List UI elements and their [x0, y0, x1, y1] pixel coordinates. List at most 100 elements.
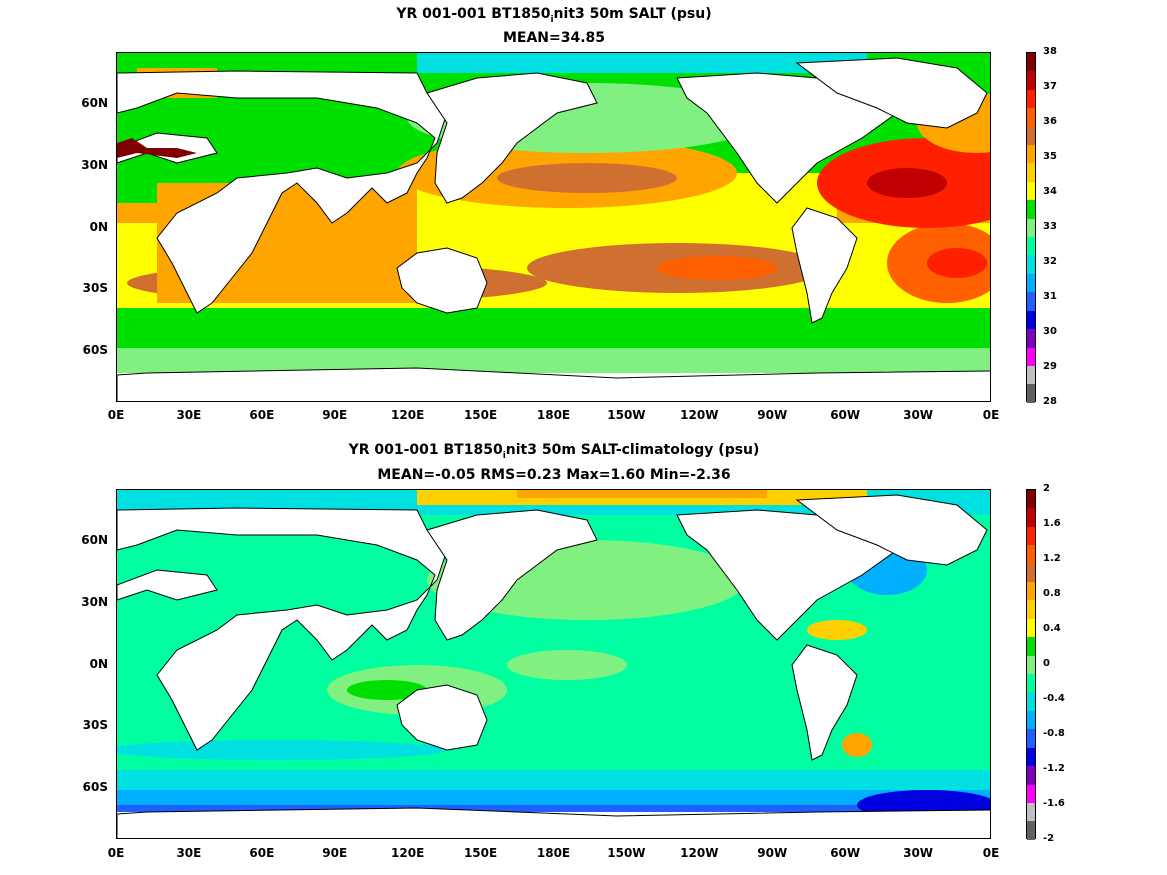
- panel2-colorbar-tick: -1.2: [1043, 763, 1065, 774]
- panel2-colorbar-tick: -1.6: [1043, 798, 1065, 809]
- panel1-colorbar-tick: 36: [1043, 116, 1057, 127]
- colorbar-swatch: [1027, 347, 1035, 366]
- panel2-lon-label: 60W: [830, 846, 861, 860]
- colorbar-swatch: [1027, 692, 1035, 711]
- panel1-lat-label-0n: 0N: [89, 220, 108, 234]
- panel1-colorbar-tick: 28: [1043, 396, 1057, 407]
- colorbar-swatch: [1027, 71, 1035, 90]
- colorbar-swatch: [1027, 802, 1035, 822]
- panel1-colorbar-tick: 31: [1043, 291, 1057, 302]
- panel1-lat-label-30s: 30S: [82, 281, 108, 295]
- colorbar-swatch: [1027, 582, 1035, 601]
- colorbar-swatch: [1027, 255, 1035, 274]
- panel2-colorbar-tick: -0.8: [1043, 728, 1065, 739]
- panel1-lon-label: 120W: [680, 408, 719, 422]
- panel1-lon-label: 90W: [757, 408, 788, 422]
- panel1-lon-label: 30E: [176, 408, 202, 422]
- panel1-lon-label: 60W: [830, 408, 861, 422]
- panel2-lat-label-60s: 60S: [82, 780, 108, 794]
- colorbar-swatch: [1027, 145, 1035, 164]
- panel1-colorbar-tick: 37: [1043, 81, 1057, 92]
- colorbar-swatch: [1027, 729, 1035, 748]
- colorbar-swatch: [1027, 600, 1035, 619]
- colorbar-swatch: [1027, 821, 1035, 840]
- panel2-lon-label: 150W: [607, 846, 646, 860]
- colorbar-swatch: [1027, 89, 1035, 109]
- colorbar-swatch: [1027, 618, 1035, 638]
- colorbar-swatch: [1027, 674, 1035, 693]
- panel2-lon-label: 120E: [391, 846, 425, 860]
- panel2-lon-label: 0E: [107, 846, 125, 860]
- panel1-colorbar-tick: 35: [1043, 151, 1057, 162]
- panel2-lat-label-0n: 0N: [89, 657, 108, 671]
- panel1-lon-label: 180E: [536, 408, 571, 422]
- panel1-lat-label-30n: 30N: [81, 158, 108, 172]
- colorbar-swatch: [1027, 181, 1035, 201]
- panel2-lon-label: 120W: [680, 846, 719, 860]
- panel2-lon-label: 180E: [536, 846, 571, 860]
- colorbar-swatch: [1027, 747, 1035, 767]
- panel2-colorbar-tick: 0.8: [1043, 588, 1061, 599]
- colorbar-swatch: [1027, 545, 1035, 564]
- colorbar-swatch: [1027, 637, 1035, 656]
- panel1-colorbar-tick: 34: [1043, 186, 1057, 197]
- panel2-lat-label-30n: 30N: [81, 595, 108, 609]
- panel1-colorbar-tick: 30: [1043, 326, 1057, 337]
- panel1-colorbar-tick: 32: [1043, 256, 1057, 267]
- panel2-lat-label-30s: 30S: [82, 718, 108, 732]
- panel2-lon-label: 30E: [176, 846, 202, 860]
- panel2-colorbar-tick: 0.4: [1043, 623, 1061, 634]
- panel2-lon-label: 30W: [903, 846, 934, 860]
- panel2-colorbar-tick: 2: [1043, 483, 1050, 494]
- colorbar-swatch: [1027, 384, 1035, 403]
- panel2-lon-label: 0E: [982, 846, 1000, 860]
- panel1-lon-label: 90E: [322, 408, 348, 422]
- colorbar-swatch: [1027, 53, 1035, 72]
- colorbar-swatch: [1027, 784, 1035, 803]
- panel2-colorbar-tick: 1.6: [1043, 518, 1061, 529]
- panel1-colorbar-tick: 38: [1043, 46, 1057, 57]
- panel2-title-line2: MEAN=-0.05 RMS=0.23 Max=1.60 Min=-2.36: [377, 467, 731, 483]
- colorbar-swatch: [1027, 329, 1035, 348]
- panel2-lon-label: 90W: [757, 846, 788, 860]
- panel2-colorbar-tick: 1.2: [1043, 553, 1061, 564]
- panel1-lon-label: 150W: [607, 408, 646, 422]
- colorbar-swatch: [1027, 508, 1035, 527]
- panel1-title-line2: MEAN=34.85: [502, 30, 606, 46]
- colorbar-swatch: [1027, 310, 1035, 330]
- colorbar-swatch: [1027, 108, 1035, 127]
- colorbar-swatch: [1027, 163, 1035, 182]
- panel1-lon-label: 150E: [463, 408, 498, 422]
- panel1-lon-label: 120E: [391, 408, 425, 422]
- colorbar-swatch: [1027, 126, 1035, 146]
- panel2-colorbar-tick: 0: [1043, 658, 1050, 669]
- colorbar-swatch: [1027, 526, 1035, 546]
- panel2-title-line1: YR 001-001 BT1850init3 50m SALT-climatol…: [348, 442, 760, 461]
- colorbar-swatch: [1027, 273, 1035, 293]
- panel2-lat-label-60n: 60N: [81, 533, 108, 547]
- panel1-lon-label: 60E: [249, 408, 275, 422]
- panel2-colorbar-tick: -2: [1043, 833, 1055, 844]
- panel2-anomaly-map: [116, 489, 991, 839]
- panel2-lon-label: 90E: [322, 846, 348, 860]
- colorbar-swatch: [1027, 237, 1035, 256]
- panel1-colorbar-tick: 33: [1043, 221, 1057, 232]
- panel1-salinity-map: [116, 52, 991, 402]
- panel1-lon-label: 0E: [107, 408, 125, 422]
- panel2-lon-label: 150E: [463, 846, 498, 860]
- panel1-colorbar-tick: 29: [1043, 361, 1057, 372]
- colorbar-swatch: [1027, 563, 1035, 583]
- panel1-colorbar: [1026, 52, 1036, 403]
- colorbar-swatch: [1027, 655, 1035, 675]
- colorbar-swatch: [1027, 292, 1035, 311]
- panel1-lat-label-60s: 60S: [82, 343, 108, 357]
- panel2-colorbar: [1026, 489, 1036, 840]
- colorbar-swatch: [1027, 490, 1035, 509]
- panel1-lat-label-60n: 60N: [81, 96, 108, 110]
- panel1-title-line1: YR 001-001 BT1850init3 50m SALT (psu): [396, 6, 712, 25]
- panel1-lon-label: 0E: [982, 408, 1000, 422]
- colorbar-swatch: [1027, 766, 1035, 785]
- colorbar-swatch: [1027, 710, 1035, 730]
- panel1-lon-label: 30W: [903, 408, 934, 422]
- colorbar-swatch: [1027, 365, 1035, 385]
